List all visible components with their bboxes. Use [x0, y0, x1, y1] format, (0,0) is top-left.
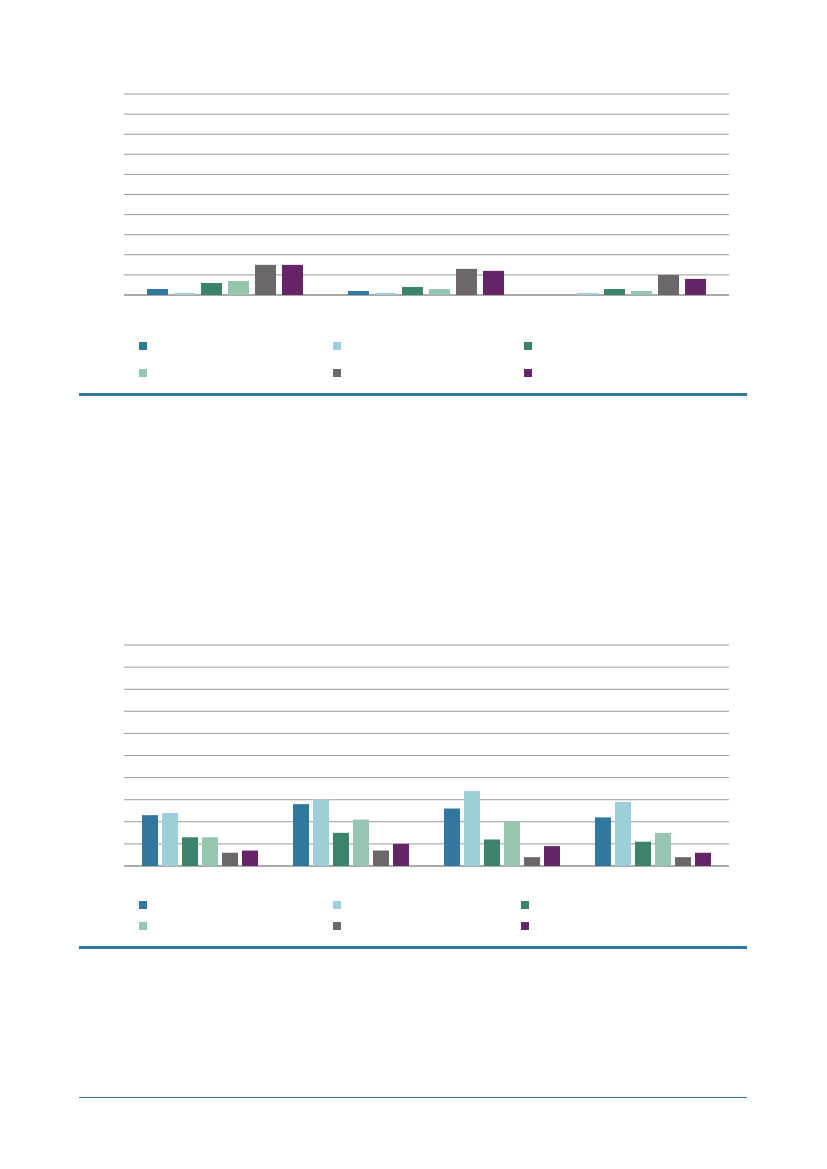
bar-series-6-category-2 — [393, 843, 409, 866]
bar-series-3-category-3 — [484, 839, 500, 866]
legend-swatch — [333, 901, 341, 909]
legend-swatch — [521, 922, 529, 930]
legend-item-3 — [524, 342, 532, 350]
legend-item-6 — [521, 922, 529, 930]
legend-swatch — [333, 922, 341, 930]
bar-series-4-category-3 — [631, 290, 652, 295]
bar-series-4-category-4 — [655, 832, 671, 866]
legend-swatch — [521, 901, 529, 909]
footer-rule — [79, 1097, 747, 1098]
bar-series-2-category-4 — [615, 801, 631, 866]
bar-series-6-category-4 — [695, 852, 711, 866]
bar-series-6-category-3 — [685, 278, 706, 295]
bar-series-6-category-1 — [242, 850, 258, 866]
legend-swatch — [524, 369, 532, 377]
bar-series-2-category-2 — [313, 799, 329, 866]
legend-swatch — [139, 901, 147, 909]
legend-swatch — [333, 342, 341, 350]
bar-series-3-category-2 — [402, 286, 423, 295]
legend-swatch — [139, 922, 147, 930]
legend-swatch — [333, 369, 341, 377]
bar-series-1-category-3 — [444, 808, 460, 866]
section-divider-2 — [79, 946, 747, 949]
bar-series-5-category-3 — [658, 274, 679, 295]
bar-series-2-category-1 — [162, 812, 178, 866]
legend-item-2 — [333, 901, 341, 909]
bar-series-6-category-1 — [282, 264, 303, 295]
bar-series-2-category-2 — [375, 292, 396, 295]
legend-item-5 — [333, 369, 341, 377]
chart-1 — [0, 0, 827, 400]
bar-series-1-category-1 — [147, 288, 168, 295]
legend-swatch — [139, 369, 147, 377]
bar-series-1-category-4 — [595, 817, 611, 866]
legend-swatch — [524, 342, 532, 350]
legend-item-5 — [333, 922, 341, 930]
legend-item-4 — [139, 922, 147, 930]
bar-series-3-category-4 — [635, 841, 651, 866]
bar-series-5-category-4 — [675, 857, 691, 866]
chart-2-plot — [124, 644, 729, 867]
legend-swatch — [139, 342, 147, 350]
legend-item-1 — [139, 901, 147, 909]
bar-series-4-category-3 — [504, 821, 520, 866]
chart-1-plot — [124, 93, 729, 296]
bar-series-4-category-1 — [228, 280, 249, 295]
bar-series-5-category-2 — [456, 268, 477, 295]
bar-series-1-category-2 — [348, 290, 369, 295]
legend-item-4 — [139, 369, 147, 377]
bar-series-3-category-1 — [201, 282, 222, 295]
bar-series-3-category-2 — [333, 832, 349, 866]
bar-series-2-category-3 — [577, 292, 598, 295]
bar-series-4-category-2 — [429, 288, 450, 295]
legend-item-1 — [139, 342, 147, 350]
bar-series-5-category-1 — [222, 852, 238, 866]
bar-series-5-category-1 — [255, 264, 276, 295]
legend-item-2 — [333, 342, 341, 350]
bar-series-4-category-1 — [202, 837, 218, 866]
bar-series-2-category-3 — [464, 790, 480, 866]
bar-series-1-category-1 — [142, 815, 158, 866]
legend-item-3 — [521, 901, 529, 909]
bar-series-2-category-1 — [174, 292, 195, 295]
legend-item-6 — [524, 369, 532, 377]
bar-series-6-category-2 — [483, 270, 504, 295]
bar-series-5-category-2 — [373, 850, 389, 866]
bar-series-4-category-2 — [353, 819, 369, 866]
bar-series-6-category-3 — [544, 846, 560, 866]
section-divider-1 — [79, 393, 747, 396]
bar-series-1-category-2 — [293, 804, 309, 866]
bar-series-3-category-1 — [182, 837, 198, 866]
chart-2 — [124, 644, 729, 930]
bar-series-3-category-3 — [604, 288, 625, 295]
bar-series-5-category-3 — [524, 857, 540, 866]
